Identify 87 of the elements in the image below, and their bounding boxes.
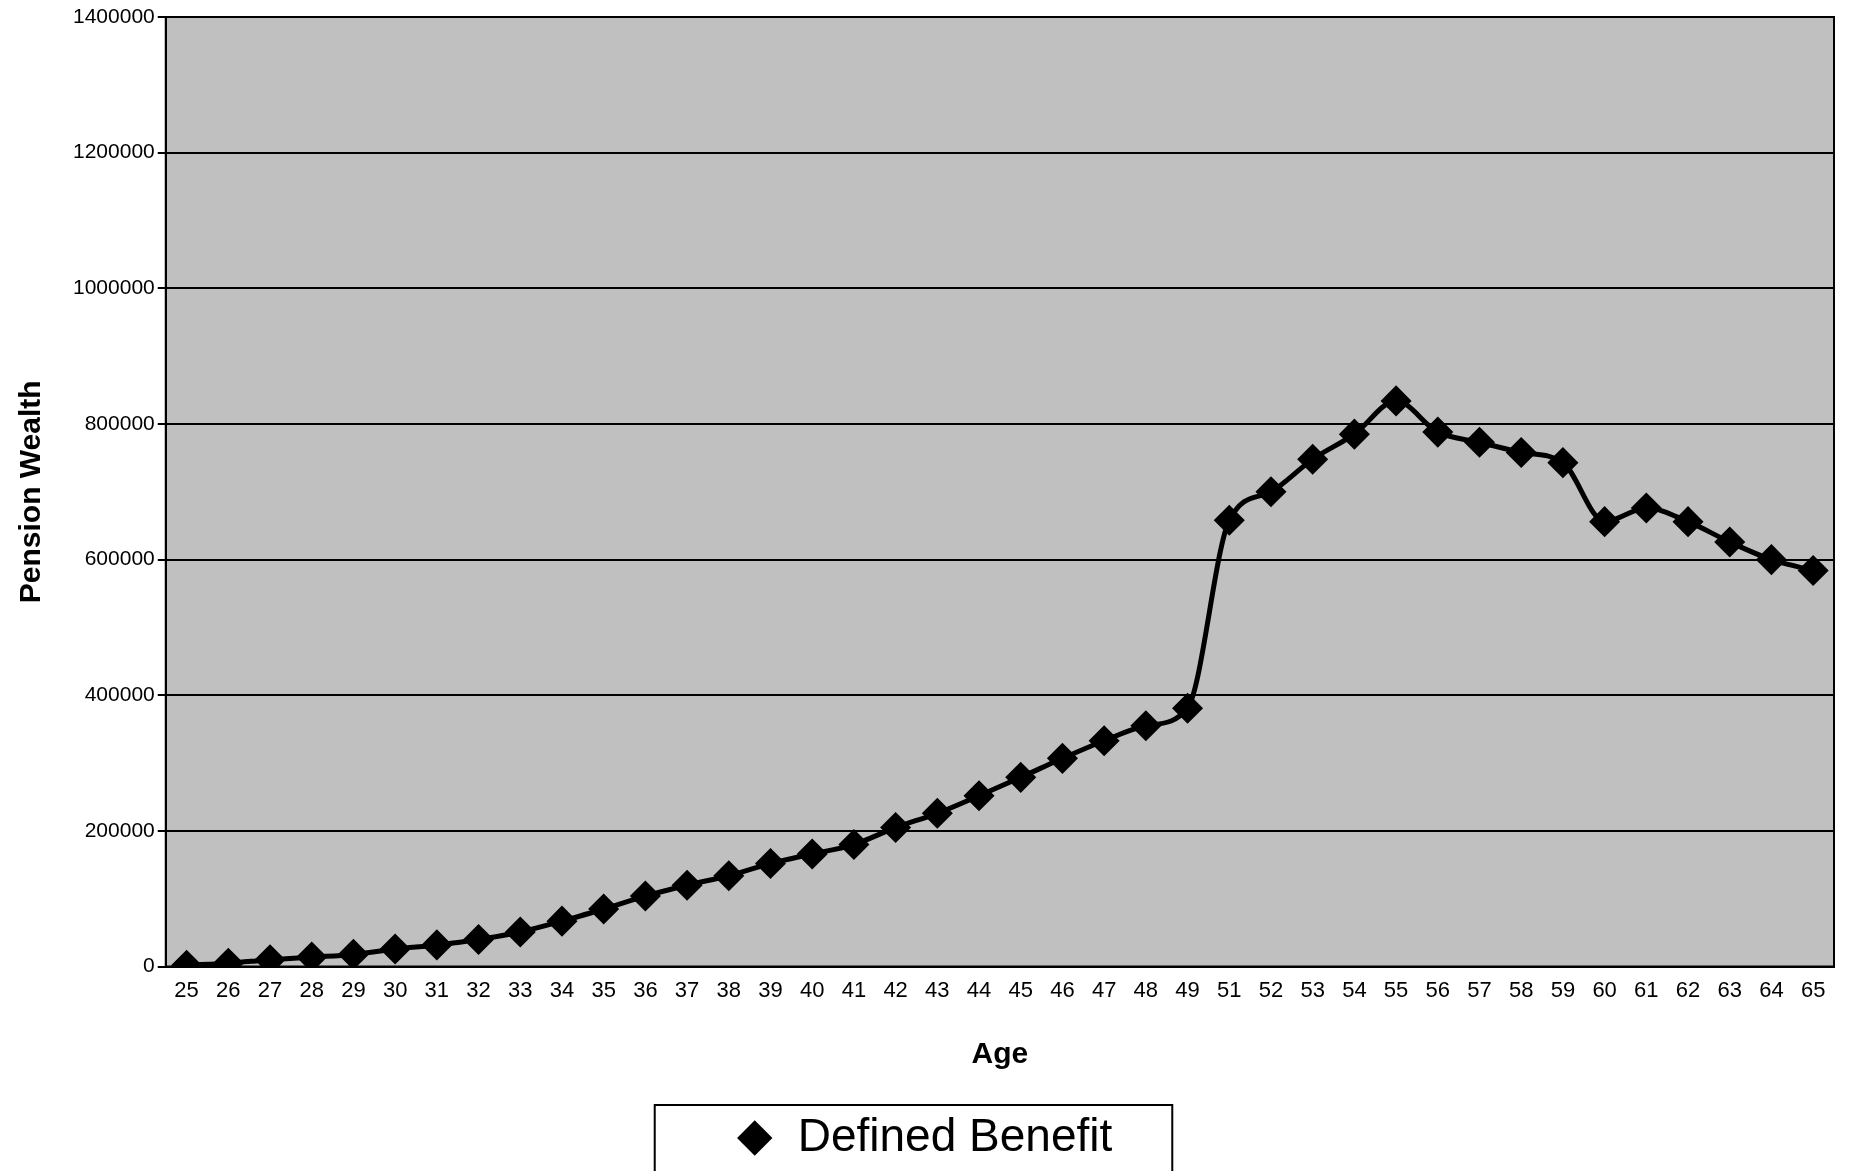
y-tick-label: 800000 [84,410,155,434]
x-tick-label: 54 [1342,976,1367,1002]
y-axis-title: Pension Wealth [13,380,47,604]
x-tick-label: 27 [257,976,283,1002]
x-tick-label: 30 [382,976,408,1002]
point [1798,555,1828,585]
legend-label: Defined Benefit [797,1108,1113,1161]
x-tick-label: 62 [1675,976,1701,1002]
point [338,939,368,967]
point [714,861,744,891]
point [1173,693,1203,723]
point [1298,444,1328,474]
x-tick-label: 46 [1050,976,1075,1002]
x-tick-label: 25 [174,976,199,1002]
point [881,813,911,843]
point [1465,427,1494,457]
point [547,906,577,936]
point [1673,507,1703,537]
x-tick-label: 45 [1008,976,1033,1002]
x-tick-label: 43 [925,976,950,1002]
x-tick-label: 38 [716,976,742,1002]
x-tick-label: 52 [1258,976,1284,1002]
y-tick-label: 200000 [84,817,155,841]
point [1756,545,1786,575]
x-tick-label: 60 [1592,976,1617,1002]
y-tick-label: 400000 [84,682,155,706]
point [672,870,702,900]
point [964,781,994,811]
x-tick-label: 51 [1217,976,1242,1002]
x-tick-label: 44 [966,976,992,1002]
point [422,930,452,960]
point [1131,711,1161,741]
x-tick-label: 49 [1175,976,1200,1002]
point [1548,448,1578,478]
x-tick-label: 58 [1508,976,1534,1002]
x-tick-label: 63 [1717,976,1742,1002]
x-tick-label: 37 [674,976,700,1002]
point [1256,477,1286,507]
point [1339,419,1369,449]
x-tick-label: 64 [1759,976,1784,1002]
x-tick-label: 26 [216,976,241,1002]
point [1047,743,1077,773]
x-tick-label: 65 [1800,976,1826,1002]
point [505,917,535,947]
y-tick-label: 1200000 [72,139,155,163]
x-tick-label: 28 [299,976,324,1002]
x-tick-label: 31 [424,976,450,1002]
point [797,839,827,869]
x-tick-label: 53 [1300,976,1325,1002]
point [922,798,952,828]
y-tick-label: 0 [143,953,155,977]
x-tick-label: 47 [1091,976,1117,1002]
x-tick-label: 41 [841,976,867,1002]
point [589,894,619,924]
x-tick-label: 40 [799,976,825,1002]
point [839,830,869,860]
point [755,849,785,878]
point [1423,417,1453,447]
point [1089,726,1119,756]
x-tick-label: 56 [1425,976,1451,1002]
point [464,924,494,954]
y-tick-label: 600000 [84,546,155,570]
x-tick-label: 57 [1467,976,1492,1002]
x-axis-title: Age [971,1036,1029,1070]
point [1631,493,1661,523]
x-tick-label: 34 [549,976,575,1002]
point [380,934,410,964]
point [630,881,660,911]
x-tick-label: 29 [341,976,366,1002]
point [1506,437,1536,467]
x-tick-label: 33 [508,976,533,1002]
y-tick-label: 1000000 [72,275,155,299]
x-tick-label: 61 [1634,976,1659,1002]
x-tick-label: 55 [1383,976,1409,1002]
x-tick-label: 59 [1550,976,1576,1002]
x-tick-label: 32 [466,976,491,1002]
point [1006,762,1036,792]
x-tick-label: 39 [758,976,783,1002]
point [1715,527,1745,557]
point [1214,505,1244,535]
x-tick-label: 48 [1133,976,1159,1002]
x-tick-label: 35 [591,976,616,1002]
y-tick-label: 1400000 [72,3,155,27]
point [1381,386,1411,416]
x-tick-label: 42 [883,976,908,1002]
point [1590,507,1620,537]
x-tick-label: 36 [633,976,658,1002]
